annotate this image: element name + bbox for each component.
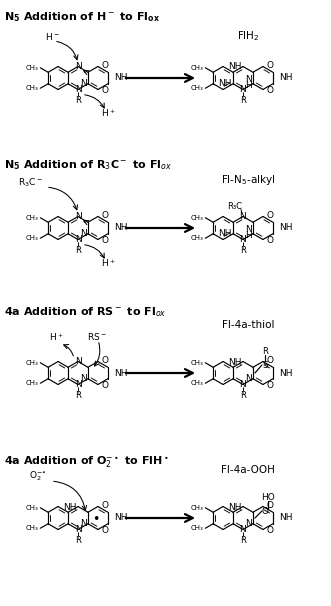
Text: CH₃: CH₃ (191, 380, 203, 386)
Text: N: N (80, 375, 87, 383)
Text: O: O (267, 501, 274, 510)
Text: CH₃: CH₃ (25, 65, 38, 71)
Text: CH₃: CH₃ (25, 215, 38, 221)
Text: NH: NH (279, 513, 292, 522)
Text: N: N (240, 212, 246, 221)
Text: O: O (102, 211, 109, 220)
Text: NH: NH (228, 503, 242, 512)
Text: NH: NH (218, 229, 232, 238)
Text: R: R (75, 391, 81, 400)
Text: NH: NH (279, 73, 292, 82)
Text: N: N (80, 79, 87, 88)
Text: •: • (92, 513, 99, 527)
Text: NH: NH (279, 368, 292, 378)
Text: O: O (267, 61, 274, 70)
Text: O: O (261, 507, 268, 516)
Text: N: N (74, 212, 81, 221)
Text: O: O (267, 356, 274, 365)
Text: NH: NH (228, 62, 242, 71)
Text: HO: HO (261, 493, 275, 502)
Text: H$^+$: H$^+$ (49, 331, 63, 344)
Text: CH₃: CH₃ (191, 215, 203, 221)
Text: CH₃: CH₃ (25, 380, 38, 386)
Text: R: R (75, 96, 81, 105)
Text: N: N (240, 235, 246, 244)
Text: O: O (267, 211, 274, 220)
Text: CH₃: CH₃ (25, 360, 38, 366)
Text: H: H (245, 231, 252, 240)
Text: R: R (75, 246, 81, 255)
Text: N: N (245, 75, 252, 84)
Text: N: N (74, 85, 81, 94)
Text: NH: NH (114, 224, 127, 233)
Text: Fl-N$_5$-alkyl: Fl-N$_5$-alkyl (221, 173, 275, 187)
Text: N: N (240, 525, 246, 534)
Text: O: O (102, 61, 109, 70)
Text: N: N (240, 85, 246, 94)
Text: N: N (245, 519, 252, 528)
Text: CH₃: CH₃ (25, 505, 38, 511)
Text: NH: NH (64, 503, 77, 512)
Text: S: S (262, 361, 268, 370)
Text: CH₃: CH₃ (191, 360, 203, 366)
Text: N: N (80, 229, 87, 238)
Text: O: O (267, 86, 274, 95)
Text: R₃C: R₃C (227, 202, 242, 211)
Text: NH: NH (114, 513, 127, 522)
Text: O: O (102, 86, 109, 95)
Text: O: O (102, 356, 109, 365)
Text: 4a Addition of RS$^-$ to Fl$_{ox}$: 4a Addition of RS$^-$ to Fl$_{ox}$ (4, 305, 166, 319)
Text: O: O (102, 236, 109, 245)
Text: R$_3$C$^-$: R$_3$C$^-$ (18, 177, 43, 189)
Text: R: R (240, 536, 246, 545)
Text: N: N (74, 357, 81, 366)
Text: R: R (75, 536, 81, 545)
Text: H$^+$: H$^+$ (101, 108, 115, 119)
Text: NH: NH (114, 73, 127, 82)
Text: N: N (74, 235, 81, 244)
Text: O: O (102, 381, 109, 390)
Text: CH₃: CH₃ (191, 65, 203, 71)
Text: O: O (267, 236, 274, 245)
Text: O: O (102, 526, 109, 535)
Text: N: N (245, 375, 252, 383)
Text: N: N (74, 525, 81, 534)
Text: N: N (80, 519, 87, 528)
Text: O: O (102, 501, 109, 510)
Text: O$_2^{-•}$: O$_2^{-•}$ (29, 469, 46, 483)
Text: CH₃: CH₃ (25, 525, 38, 531)
Text: Fl-4a-thiol: Fl-4a-thiol (222, 320, 274, 330)
Text: $\mathbf{N_5}$ Addition of H$^-$ to Fl$_\mathbf{ox}$: $\mathbf{N_5}$ Addition of H$^-$ to Fl$_… (4, 10, 160, 24)
Text: FlH$_2$: FlH$_2$ (237, 29, 259, 43)
Text: CH₃: CH₃ (191, 235, 203, 241)
Text: CH₃: CH₃ (191, 525, 203, 531)
Text: Fl-4a-OOH: Fl-4a-OOH (221, 465, 275, 475)
Text: RS$^-$: RS$^-$ (87, 330, 107, 342)
Text: R: R (240, 246, 246, 255)
Text: CH₃: CH₃ (25, 85, 38, 92)
Text: NH: NH (218, 79, 232, 88)
Text: N: N (74, 62, 81, 71)
Text: N: N (74, 380, 81, 389)
Text: NH: NH (228, 358, 242, 367)
Text: 4a Addition of O$_2^{-\bullet}$ to FlH$^\bullet$: 4a Addition of O$_2^{-\bullet}$ to FlH$^… (4, 455, 169, 470)
Text: R: R (262, 347, 268, 356)
Text: N: N (245, 225, 252, 235)
Text: H$^-$: H$^-$ (45, 32, 59, 42)
Text: R: R (240, 391, 246, 400)
Text: H$^+$: H$^+$ (101, 258, 115, 269)
Text: O: O (267, 381, 274, 390)
Text: $\mathbf{N_5}$ Addition of R$_3$C$^-$ to Fl$_{ox}$: $\mathbf{N_5}$ Addition of R$_3$C$^-$ to… (4, 158, 172, 171)
Text: O: O (267, 526, 274, 535)
Text: NH: NH (279, 224, 292, 233)
Text: R: R (240, 96, 246, 105)
Text: CH₃: CH₃ (191, 505, 203, 511)
Text: H: H (245, 81, 252, 90)
Text: NH: NH (114, 368, 127, 378)
Text: N: N (240, 380, 246, 389)
Text: CH₃: CH₃ (191, 85, 203, 92)
Text: CH₃: CH₃ (25, 235, 38, 241)
